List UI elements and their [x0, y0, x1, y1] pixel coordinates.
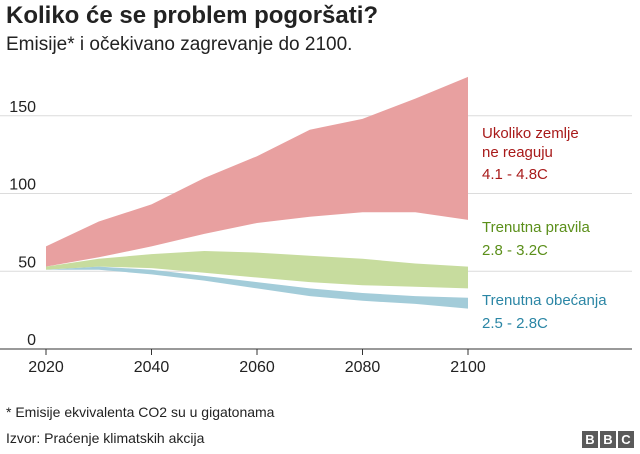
series-range-label: 2.8 - 3.2C — [482, 242, 548, 259]
series-label: Trenutna pravila — [482, 219, 590, 236]
series-band — [46, 266, 468, 309]
y-tick-label: 150 — [9, 99, 36, 116]
series-range-label: 4.1 - 4.8C — [482, 166, 548, 183]
bbc-logo-letter: B — [600, 431, 616, 448]
x-tick-label: 2080 — [345, 359, 381, 376]
series-areas — [46, 76, 468, 309]
y-tick-label: 0 — [27, 332, 36, 349]
footnote: * Emisije ekvivalenta CO2 su u gigatonam… — [6, 404, 275, 420]
bbc-logo-letter: C — [618, 431, 634, 448]
series-label: Ukoliko zemlje — [482, 125, 579, 142]
y-tick-label: 100 — [9, 177, 36, 194]
bbc-logo-letter: B — [582, 431, 598, 448]
x-tick-label: 2020 — [28, 359, 64, 376]
source-note: Izvor: Praćenje klimatskih akcija — [6, 430, 205, 446]
series-label: Trenutna obećanja — [482, 292, 607, 309]
axes: 0 50 100 150 2020 2040 2060 2080 2100 — [0, 99, 632, 376]
bbc-logo: B B C — [582, 431, 634, 448]
y-tick-label: 50 — [18, 254, 36, 271]
chart-subtitle: Emisije* i očekivano zagrevanje do 2100. — [6, 34, 353, 55]
x-tick-label: 2040 — [134, 359, 170, 376]
series-band — [46, 251, 468, 289]
chart-title: Koliko će se problem pogoršati? — [6, 2, 379, 29]
x-tick-label: 2100 — [450, 359, 486, 376]
x-tick-label: 2060 — [239, 359, 275, 376]
series-range-label: 2.5 - 2.8C — [482, 315, 548, 332]
series-band — [46, 76, 468, 267]
emissions-chart: 0 50 100 150 2020 2040 2060 2080 2100 Ukoliko ze… — [0, 76, 632, 376]
series-labels: Ukoliko zemlje ne reaguju 4.1 - 4.8C Trenut… — [482, 125, 607, 332]
series-label: ne reaguju — [482, 144, 553, 161]
